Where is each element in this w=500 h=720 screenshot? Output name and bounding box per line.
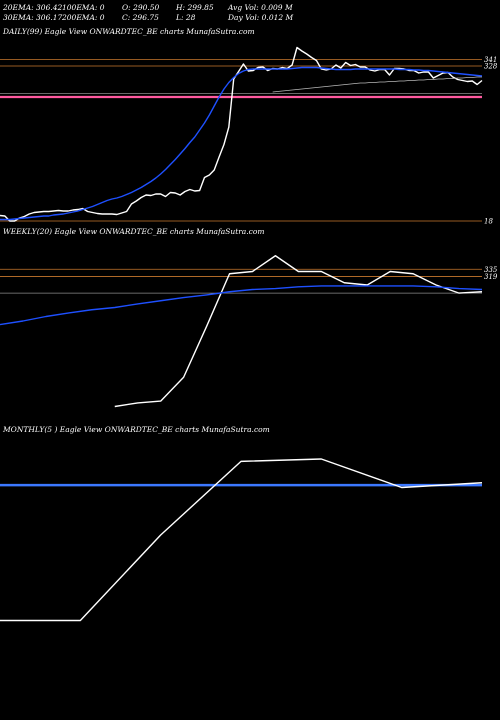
header-30ema: 30EMA: 306.17 [3,13,62,22]
header-20ema: 20EMA: 306.42 [2,3,62,12]
header-open: O: 290.50 [122,3,160,12]
header-day-vol: Day Vol: 0.012 M [227,13,294,22]
header-200ema: 200EMA: 0 [61,13,105,22]
header-row-1: 20EMA: 306.42 100EMA: 0 O: 290.50 H: 299… [2,3,293,12]
weekly-panel-title: WEEKLY(20) Eagle View ONWARDTEC_BE chart… [3,227,265,236]
series-line-0-0-price [0,46,483,222]
series-line-1-1-ema [0,285,483,326]
axis-level-label-1-0: 335 [484,266,498,274]
series-line-2-0-price [0,458,483,622]
header-100ema: 100EMA: 0 [62,3,105,12]
header-high: H: 299.85 [175,3,214,12]
header-row-2: 30EMA: 306.17 200EMA: 0 C: 296.75 L: 28 … [3,13,294,22]
header-low: L: 28 [175,13,196,22]
axis-level-label-0-1: 328 [484,63,498,71]
series-line-0-2-ema_grey [272,76,482,93]
series-line-1-0-price [114,255,483,408]
monthly-panel-title: MONTHLY(5 ) Eagle View ONWARDTEC_BE char… [2,425,270,434]
series-line-0-1-ema [0,66,483,221]
axis-level-label-0-2: 18 [484,218,493,226]
axis-level-label-0-0: 341 [484,56,497,64]
axis-level-label-1-1: 319 [484,273,498,281]
daily-panel-title: DAILY(99) Eagle View ONWARDTEC_BE charts… [2,27,255,36]
header-close: C: 296.75 [122,13,159,22]
header-avg-vol: Avg Vol: 0.009 M [227,3,293,12]
